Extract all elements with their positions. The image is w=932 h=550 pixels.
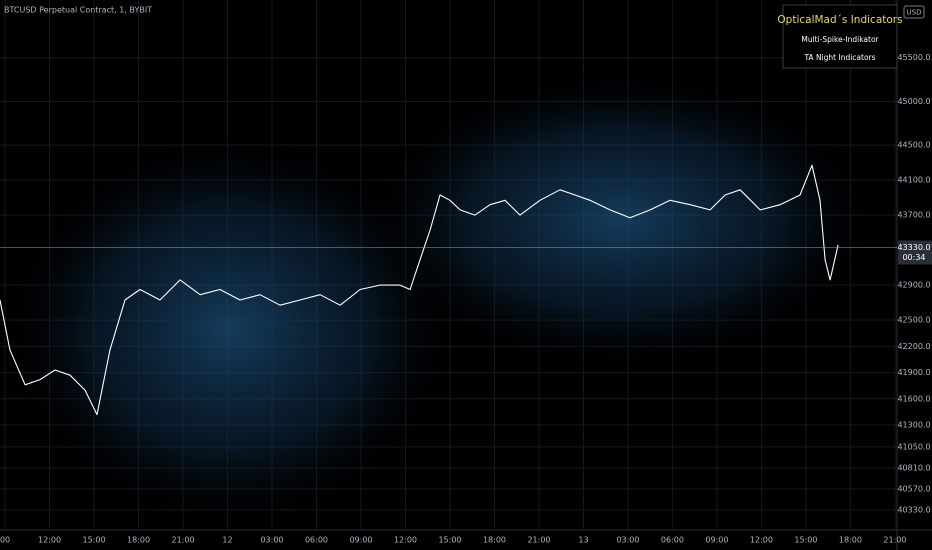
x-tick-label: 03:00 <box>260 536 283 545</box>
y-tick-label: 42200.0 <box>897 342 930 351</box>
y-tick-label: 44500.0 <box>897 141 930 150</box>
x-tick-label: 18:00 <box>839 536 862 545</box>
y-tick-label: 45500.0 <box>897 53 930 62</box>
x-tick-label: 00 <box>0 536 10 545</box>
x-tick-label: 12:00 <box>38 536 61 545</box>
legend-box <box>782 4 898 69</box>
currency[interactable]: USD <box>907 9 922 17</box>
legend-title: OpticalMad´s Indicators <box>777 14 902 26</box>
y-tick-label: 41050.0 <box>897 442 930 451</box>
y-tick-label: 42500.0 <box>897 316 930 325</box>
x-tick-label: 03:00 <box>616 536 639 545</box>
legend-line: Multi-Spike-Indikator <box>801 35 879 44</box>
price-tag <box>898 240 932 265</box>
y-tick-label: 40330.0 <box>897 505 930 514</box>
x-tick-label: 18:00 <box>483 536 506 545</box>
countdown-label: 00:34 <box>902 253 925 262</box>
plot <box>0 164 839 416</box>
x-tick-label: 13 <box>578 536 588 545</box>
x-tick-label: 09:00 <box>705 536 728 545</box>
y-tick-label: 40570.0 <box>897 484 930 493</box>
x-tick-label: 21:00 <box>171 536 194 545</box>
x-tick-label: 15:00 <box>82 536 105 545</box>
y-tick-label: 42900.0 <box>897 281 930 290</box>
legend-line: TA Night Indicators <box>803 53 875 62</box>
y-tick-label: 41600.0 <box>897 394 930 403</box>
y-tick-label: 41300.0 <box>897 421 930 430</box>
currency-box[interactable] <box>903 5 925 19</box>
x-tick-label: 18:00 <box>127 536 150 545</box>
y-tick-label: 41900.0 <box>897 368 930 377</box>
price-line <box>0 164 839 416</box>
y-tick-label: 43700.0 <box>897 211 930 220</box>
x-tick-label: 15:00 <box>438 536 461 545</box>
y-tick-label: 45000.0 <box>897 97 930 106</box>
y-tick-label: 40810.0 <box>897 463 930 472</box>
x-tick-label: 12 <box>222 536 232 545</box>
y-tick-label: 44100.0 <box>897 176 930 185</box>
x-tick-label: 09:00 <box>349 536 372 545</box>
x-tick-label: 06:00 <box>305 536 328 545</box>
x-tick-label: 21:00 <box>527 536 550 545</box>
x-tick-label: 15:00 <box>794 536 817 545</box>
chart-title: BTCUSD Perpetual Contract, 1, BYBIT <box>4 6 152 15</box>
glow <box>360 70 880 370</box>
price-tag-label: 43330.0 <box>897 243 930 252</box>
x-tick-label: 06:00 <box>661 536 684 545</box>
glow <box>0 130 460 530</box>
x-tick-label: 12:00 <box>750 536 773 545</box>
x-tick-label: 12:00 <box>394 536 417 545</box>
x-tick-label: 21:00 <box>883 536 906 545</box>
